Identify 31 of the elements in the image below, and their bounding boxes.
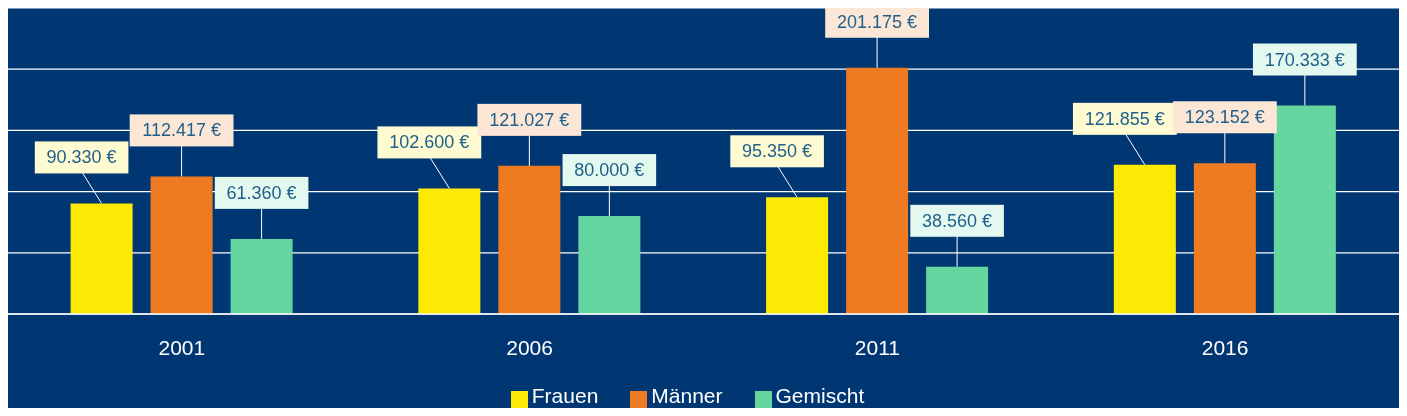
- bar: [1273, 105, 1336, 314]
- bar: [418, 188, 481, 314]
- legend-label: Gemischt: [775, 384, 865, 407]
- data-label: 121.855 €: [1084, 108, 1165, 129]
- legend-label: Frauen: [531, 384, 599, 407]
- bar: [1113, 164, 1176, 314]
- data-label: 170.333 €: [1264, 49, 1345, 70]
- bar: [846, 67, 909, 314]
- bar: [578, 216, 641, 314]
- bar: [230, 238, 293, 314]
- data-label: 102.600 €: [389, 132, 470, 153]
- bar: [150, 176, 213, 314]
- bar: [498, 165, 561, 314]
- data-label: 61.360 €: [226, 182, 297, 203]
- data-label: 201.175 €: [837, 11, 918, 32]
- x-tick-label: 2016: [1201, 335, 1249, 359]
- data-label: 80.000 €: [574, 160, 645, 181]
- legend-label: Männer: [651, 384, 723, 407]
- bar: [1193, 163, 1256, 314]
- data-label: 123.152 €: [1184, 107, 1265, 128]
- data-label: 121.027 €: [489, 109, 570, 130]
- bar: [766, 197, 829, 314]
- x-tick-label: 2011: [854, 335, 900, 359]
- bar: [926, 266, 989, 314]
- data-label: 112.417 €: [142, 120, 221, 141]
- x-tick-label: 2006: [506, 335, 553, 359]
- data-label: 90.330 €: [46, 147, 117, 168]
- x-tick-label: 2001: [158, 335, 206, 359]
- bar: [70, 203, 133, 314]
- data-label: 38.560 €: [922, 210, 993, 231]
- data-label: 95.350 €: [742, 141, 813, 162]
